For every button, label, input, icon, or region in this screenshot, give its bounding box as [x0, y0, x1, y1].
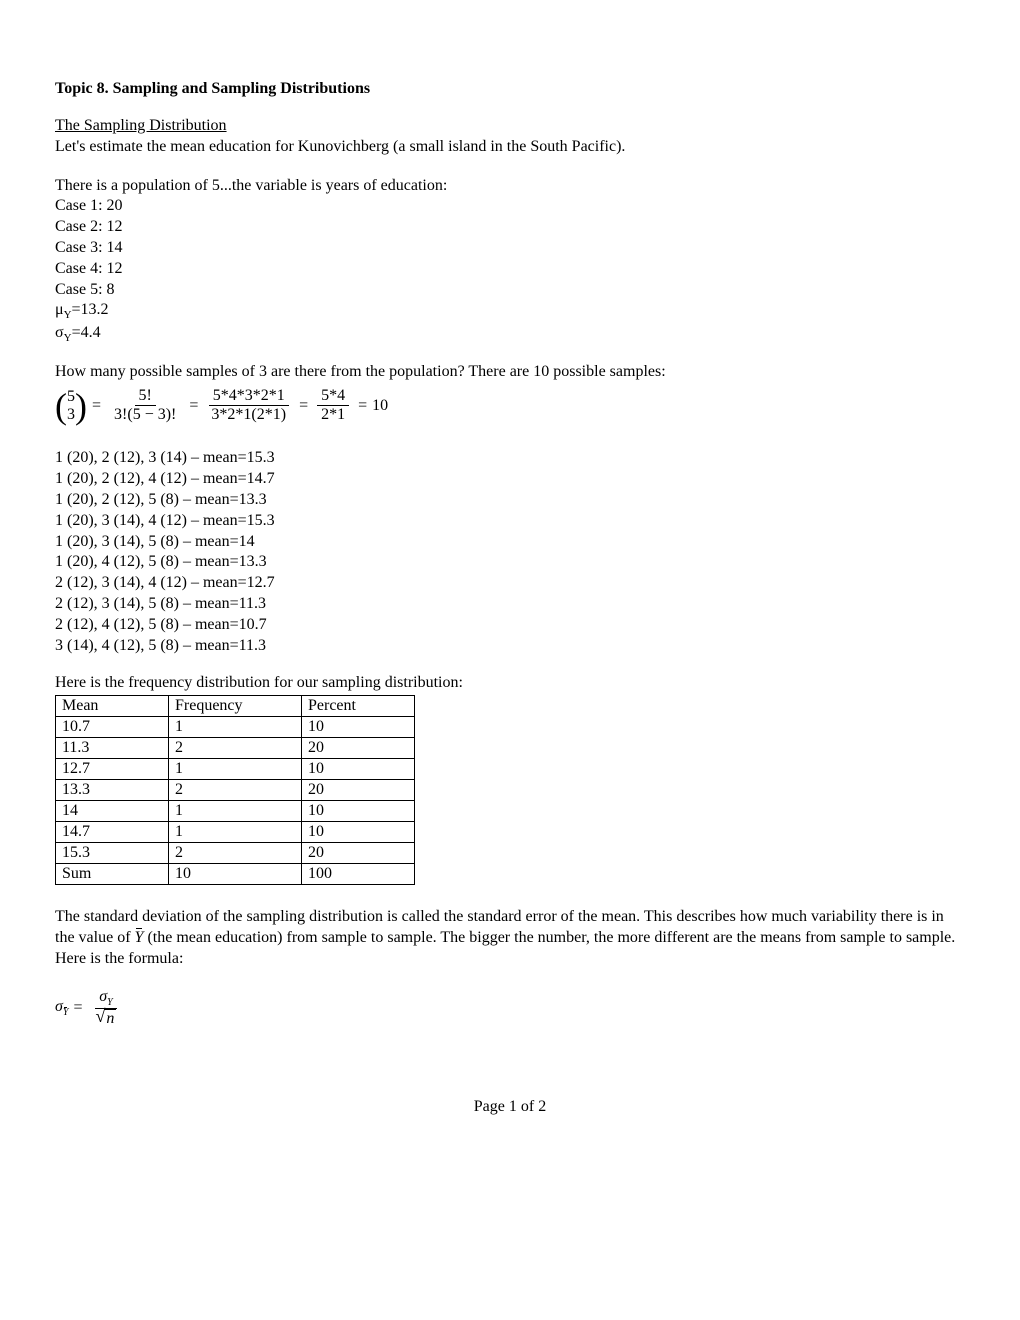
sample-line: 1 (20), 3 (14), 5 (8) – mean=14 [55, 532, 965, 553]
sample-line: 3 (14), 4 (12), 5 (8) – mean=11.3 [55, 636, 965, 657]
page-footer: Page 1 of 2 [55, 1098, 965, 1116]
population-line: There is a population of 5...the variabl… [55, 176, 965, 197]
table-cell: 13.3 [56, 780, 169, 801]
table-cell: 2 [169, 738, 302, 759]
table-cell: Sum [56, 864, 169, 885]
table-cell: 2 [169, 843, 302, 864]
sample-line: 1 (20), 2 (12), 5 (8) – mean=13.3 [55, 490, 965, 511]
table-cell: 10 [302, 822, 415, 843]
table-header: Frequency [169, 696, 302, 717]
table-cell: 10.7 [56, 717, 169, 738]
table-header: Percent [302, 696, 415, 717]
table-cell: 2 [169, 780, 302, 801]
sample-line: 1 (20), 3 (14), 4 (12) – mean=15.3 [55, 511, 965, 532]
table-cell: 10 [169, 864, 302, 885]
mu-line: μY=13.2 [55, 300, 965, 322]
sample-line: 1 (20), 4 (12), 5 (8) – mean=13.3 [55, 552, 965, 573]
table-cell: 10 [302, 717, 415, 738]
sample-line: 2 (12), 3 (14), 5 (8) – mean=11.3 [55, 594, 965, 615]
table-cell: 10 [302, 759, 415, 780]
section-heading: The Sampling Distribution [55, 117, 227, 134]
topic-title: Topic 8. Sampling and Sampling Distribut… [55, 80, 965, 98]
samples-list: 1 (20), 2 (12), 3 (14) – mean=15.3 1 (20… [55, 448, 965, 656]
samples-question: How many possible samples of 3 are there… [55, 363, 965, 381]
case-line: Case 3: 14 [55, 238, 965, 259]
sample-line: 2 (12), 4 (12), 5 (8) – mean=10.7 [55, 615, 965, 636]
table-cell: 14.7 [56, 822, 169, 843]
population-block: There is a population of 5...the variabl… [55, 176, 965, 346]
sigma-line: σY=4.4 [55, 323, 965, 345]
table-cell: 20 [302, 738, 415, 759]
table-cell: 1 [169, 717, 302, 738]
intro-paragraph: The Sampling Distribution Let's estimate… [55, 116, 965, 158]
table-cell: 1 [169, 822, 302, 843]
freq-intro: Here is the frequency distribution for o… [55, 674, 965, 692]
intro-text: Let's estimate the mean education for Ku… [55, 138, 625, 155]
table-cell: 14 [56, 801, 169, 822]
case-line: Case 1: 20 [55, 196, 965, 217]
table-cell: 12.7 [56, 759, 169, 780]
table-cell: 10 [302, 801, 415, 822]
table-cell: 20 [302, 843, 415, 864]
table-cell: 1 [169, 759, 302, 780]
case-line: Case 4: 12 [55, 259, 965, 280]
table-header: Mean [56, 696, 169, 717]
frequency-table: Mean Frequency Percent 10.7110 11.3220 1… [55, 695, 415, 885]
se-paragraph: The standard deviation of the sampling d… [55, 907, 965, 969]
table-cell: 20 [302, 780, 415, 801]
case-line: Case 5: 8 [55, 280, 965, 301]
sample-line: 1 (20), 2 (12), 3 (14) – mean=15.3 [55, 448, 965, 469]
sample-line: 2 (12), 3 (14), 4 (12) – mean=12.7 [55, 573, 965, 594]
combination-formula: ( 5 3 ) = 5! 3!(5 − 3)! = 5*4*3*2*1 3*2*… [55, 387, 965, 424]
table-cell: 15.3 [56, 843, 169, 864]
table-cell: 11.3 [56, 738, 169, 759]
table-cell: 1 [169, 801, 302, 822]
table-cell: 100 [302, 864, 415, 885]
sample-line: 1 (20), 2 (12), 4 (12) – mean=14.7 [55, 469, 965, 490]
se-formula: σY = σY √n [55, 988, 965, 1028]
case-line: Case 2: 12 [55, 217, 965, 238]
